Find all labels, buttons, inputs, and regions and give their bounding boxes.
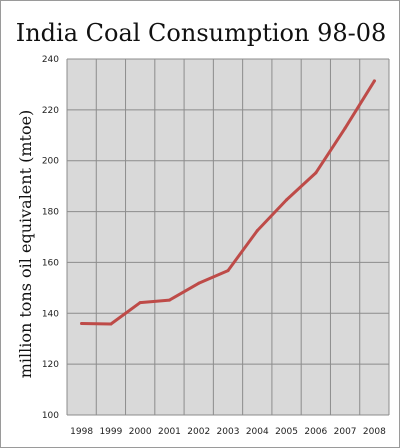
y-tick-label-140: 140 <box>42 309 59 319</box>
data-point-2001 <box>167 298 171 302</box>
plot-area <box>67 59 389 415</box>
y-tick-label-100: 100 <box>42 411 59 421</box>
x-tick-label-2006: 2006 <box>304 427 327 437</box>
data-point-2002 <box>197 281 201 285</box>
chart-title: India Coal Consumption 98-08 <box>16 19 387 47</box>
x-tick-label-2003: 2003 <box>217 427 240 437</box>
data-point-2004 <box>255 229 259 233</box>
data-point-1999 <box>109 322 113 326</box>
x-tick-label-2001: 2001 <box>158 427 181 437</box>
y-tick-label-240: 240 <box>42 55 59 65</box>
y-axis-label: million tons oil equivalent (mtoe) <box>16 110 35 379</box>
data-point-2005 <box>285 198 289 202</box>
data-point-1998 <box>80 321 84 325</box>
x-tick-label-1998: 1998 <box>70 427 93 437</box>
x-tick-label-2007: 2007 <box>334 427 357 437</box>
data-point-2008 <box>372 79 376 83</box>
series-layer <box>80 79 376 326</box>
x-tick-label-2004: 2004 <box>246 427 269 437</box>
y-tick-label-220: 220 <box>42 106 59 116</box>
x-tick-label-2002: 2002 <box>187 427 210 437</box>
tick-labels: 100 120 140 160 180 200 220 240 1998 1999 2000 2001… <box>42 55 386 437</box>
y-tick-label-160: 160 <box>42 258 59 268</box>
data-point-2007 <box>343 126 347 130</box>
data-point-2000 <box>138 301 142 305</box>
data-point-2003 <box>226 269 230 273</box>
y-tick-label-120: 120 <box>42 360 59 370</box>
y-tick-label-200: 200 <box>42 157 59 167</box>
data-point-2006 <box>314 171 318 175</box>
x-tick-label-1999: 1999 <box>99 427 122 437</box>
x-tick-label-2005: 2005 <box>275 427 298 437</box>
grid <box>66 58 390 416</box>
y-tick-label-180: 180 <box>42 208 59 218</box>
x-tick-label-2000: 2000 <box>129 427 152 437</box>
x-tick-label-2008: 2008 <box>363 427 386 437</box>
